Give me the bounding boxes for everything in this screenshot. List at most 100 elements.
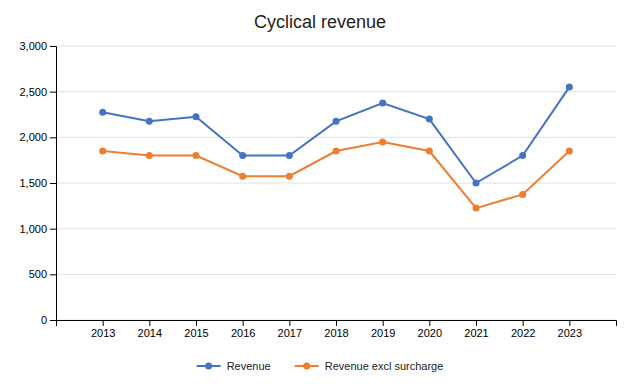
tick-label: 2,500 bbox=[19, 86, 47, 98]
point bbox=[146, 118, 153, 125]
tick: 2013 bbox=[91, 320, 115, 339]
tick: 1,500 bbox=[19, 177, 56, 189]
tick-mark bbox=[50, 183, 56, 184]
tick-label: 2020 bbox=[418, 327, 442, 339]
tick: 2022 bbox=[511, 320, 535, 339]
point bbox=[519, 152, 526, 159]
tick: 2,500 bbox=[19, 86, 56, 98]
tick-label: 2,000 bbox=[19, 131, 47, 143]
point bbox=[379, 138, 386, 145]
tick: 2021 bbox=[464, 320, 488, 339]
point bbox=[99, 109, 106, 116]
point bbox=[426, 148, 433, 155]
grid-line bbox=[56, 228, 616, 229]
legend-label: Revenue excl surcharge bbox=[325, 360, 444, 372]
tick-mark bbox=[476, 320, 477, 326]
tick-mark bbox=[50, 92, 56, 93]
point bbox=[99, 148, 106, 155]
legend-marker bbox=[303, 363, 310, 370]
tick: 2017 bbox=[278, 320, 302, 339]
tick: 2014 bbox=[138, 320, 162, 339]
tick: 500 bbox=[29, 268, 56, 280]
tick-mark bbox=[289, 320, 290, 326]
plot: 05001,0001,5002,0002,5003,00020132014201… bbox=[19, 40, 616, 339]
tick: 2015 bbox=[184, 320, 208, 339]
point bbox=[473, 180, 480, 187]
point bbox=[239, 173, 246, 180]
tick-mark bbox=[383, 320, 384, 326]
point bbox=[239, 152, 246, 159]
title: Cyclical revenue bbox=[254, 12, 386, 32]
tick-label: 2019 bbox=[371, 327, 395, 339]
tick: 2019 bbox=[371, 320, 395, 339]
tick-mark bbox=[243, 320, 244, 326]
tick: 2016 bbox=[231, 320, 255, 339]
tick: 3,000 bbox=[19, 40, 56, 52]
tick-mark bbox=[149, 320, 150, 326]
point bbox=[193, 152, 200, 159]
axis-line bbox=[57, 321, 617, 327]
tick-label: 2015 bbox=[184, 327, 208, 339]
tick-mark bbox=[103, 320, 104, 326]
point bbox=[333, 148, 340, 155]
grid-line bbox=[56, 183, 616, 184]
series bbox=[99, 84, 573, 187]
legend-label: Revenue bbox=[227, 360, 271, 372]
tick-label: 0 bbox=[41, 314, 47, 326]
tick: 2018 bbox=[324, 320, 348, 339]
point bbox=[426, 116, 433, 123]
line bbox=[103, 142, 570, 208]
line bbox=[103, 87, 570, 183]
tick-mark bbox=[50, 229, 56, 230]
point bbox=[193, 113, 200, 120]
tick-mark bbox=[429, 320, 430, 326]
grid-line bbox=[56, 91, 616, 92]
point bbox=[333, 118, 340, 125]
tick-label: 1,000 bbox=[19, 223, 47, 235]
point bbox=[566, 84, 573, 91]
chart: Cyclical revenue 0 500 1,000 1,500 2,000 2,500… bbox=[0, 0, 640, 384]
grid-line bbox=[56, 274, 616, 275]
tick: 2020 bbox=[418, 320, 442, 339]
y-axis: 0 500 1,000 1,500 2,000 2,500 3,000 bbox=[19, 40, 56, 326]
tick-label: 2016 bbox=[231, 327, 255, 339]
point bbox=[519, 191, 526, 198]
tick: 2,000 bbox=[19, 131, 56, 143]
tick-label: 500 bbox=[29, 268, 47, 280]
legend-item: Revenue excl surcharge bbox=[295, 360, 444, 372]
tick-label: 2022 bbox=[511, 327, 535, 339]
tick-label: 2021 bbox=[464, 327, 488, 339]
point bbox=[286, 152, 293, 159]
tick: 1,000 bbox=[19, 223, 56, 235]
legend-marker bbox=[205, 363, 212, 370]
tick: 2023 bbox=[558, 320, 582, 339]
grid bbox=[56, 46, 616, 320]
marks bbox=[99, 84, 573, 212]
point bbox=[473, 205, 480, 212]
tick-label: 2017 bbox=[278, 327, 302, 339]
point bbox=[146, 152, 153, 159]
legend-item: Revenue bbox=[197, 360, 271, 372]
tick-label: 2023 bbox=[558, 327, 582, 339]
tick-label: 2014 bbox=[138, 327, 162, 339]
point bbox=[379, 100, 386, 107]
tick-label: 2013 bbox=[91, 327, 115, 339]
point bbox=[286, 173, 293, 180]
tick-mark bbox=[50, 274, 56, 275]
grid-line bbox=[56, 137, 616, 138]
tick-mark bbox=[50, 320, 56, 321]
tick-mark bbox=[196, 320, 197, 326]
axis-line bbox=[50, 47, 57, 321]
tick-mark bbox=[50, 46, 56, 47]
tick-mark bbox=[523, 320, 524, 326]
legend: Revenue Revenue excl surcharge bbox=[197, 360, 444, 372]
grid-line bbox=[56, 46, 616, 47]
series bbox=[99, 138, 573, 211]
tick-label: 2018 bbox=[324, 327, 348, 339]
x-axis: 2013 2014 2015 2016 2017 2018 2019 2020 2021 2022… bbox=[57, 320, 617, 339]
tick-mark bbox=[569, 320, 570, 326]
tick-mark bbox=[50, 137, 56, 138]
tick-mark bbox=[336, 320, 337, 326]
tick: 0 bbox=[41, 314, 56, 326]
tick-label: 3,000 bbox=[19, 40, 47, 52]
